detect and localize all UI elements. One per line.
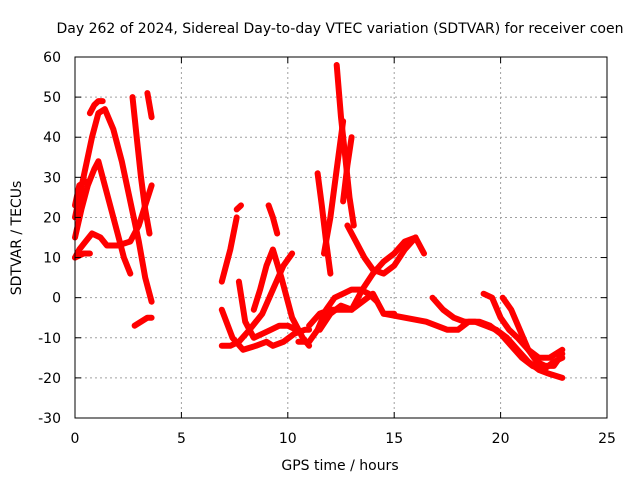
series-arc-t [333,62,357,229]
series-arc-e [72,178,89,209]
series-arc-u [340,134,355,205]
series-arc-i [131,314,155,329]
series-arc-k [218,214,240,285]
series-arc-c [72,182,155,261]
x-tick-label: 10 [279,431,297,447]
series-arc-g [129,94,153,237]
series-arc-f [86,98,106,117]
y-tick-label: -10 [38,331,61,347]
series-arc-n [235,278,300,341]
y-tick-label: -30 [38,411,61,427]
y-axis-label: SDTVAR / TECUs [9,181,25,296]
y-tick-label: 60 [43,50,61,66]
y-tick-label: 0 [52,291,61,307]
series-arc-s [321,118,347,257]
series-arc-ac [499,294,566,369]
y-tick-label: 40 [43,130,61,146]
series-arc-z [429,294,468,325]
series-arc-h [144,90,155,121]
plot-frame [74,56,608,419]
y-tick-label: 20 [43,210,61,226]
y-tick-label: 30 [43,170,61,186]
x-tick-label: 25 [598,431,616,447]
series-arc-ab [480,290,566,361]
x-axis-label: GPS time / hours [281,458,398,474]
x-tick-label: 15 [385,431,403,447]
axis-ticks: 0 5 10 15 20 25 -30 -20 -10 0 10 20 30 40 50 60 [38,50,616,447]
series-arc-d [72,250,93,261]
x-tick-label: 0 [71,431,80,447]
series-arc-o [250,246,313,349]
chart-title: Day 262 of 2024, Sidereal Day-to-day VTE… [57,21,624,37]
y-tick-label: 10 [43,251,61,267]
series-arc-aa [461,318,566,381]
series-arc-r [314,170,334,277]
series-arc-b [72,106,155,305]
data-series [72,62,566,381]
series-arc-l [233,202,244,213]
series-arc-x [306,290,398,329]
y-tick-label: -20 [38,371,61,387]
x-tick-label: 5 [177,431,186,447]
y-tick-label: 50 [43,90,61,106]
series-arc-p [265,202,281,237]
series-arc-w [344,222,419,277]
x-tick-label: 20 [492,431,510,447]
